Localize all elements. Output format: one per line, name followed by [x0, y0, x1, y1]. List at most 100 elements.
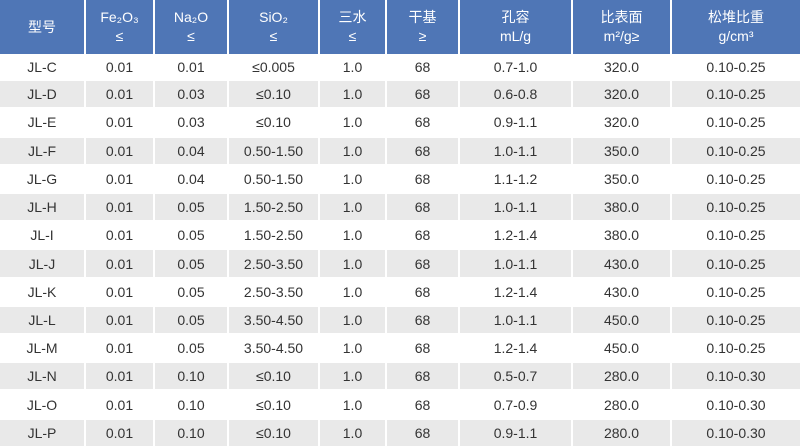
column-unit: ≤: [187, 28, 195, 44]
cell-dry-basis: 68: [385, 276, 458, 305]
cell-surface-area: 350.0: [571, 135, 670, 164]
cell-fe2o3: 0.01: [84, 304, 153, 334]
cell-na2o: 0.04: [153, 135, 227, 164]
cell-na2o: 0.05: [153, 276, 227, 305]
cell-dry-basis: 68: [385, 135, 458, 164]
cell-trihydrate: 1.0: [318, 333, 385, 362]
cell-bulk-density: 0.10-0.25: [670, 248, 800, 277]
cell-sio2: 0.50-1.50: [227, 163, 318, 192]
cell-pore-volume: 0.6-0.8: [458, 79, 571, 108]
cell-trihydrate: 1.0: [318, 191, 385, 221]
table-row: JL-F 0.01 0.04 0.50-1.50 1.0 68 1.0-1.1 350.0 0.…: [0, 135, 800, 164]
cell-bulk-density: 0.10-0.25: [670, 79, 800, 108]
cell-na2o: 0.10: [153, 389, 227, 418]
cell-sio2: 1.50-2.50: [227, 220, 318, 249]
table-row: JL-L 0.01 0.05 3.50-4.50 1.0 68 1.0-1.1 450.0 0.…: [0, 304, 800, 334]
column-title: Fe₂O₃: [100, 9, 139, 26]
column-title: 松堆比重: [708, 9, 764, 26]
cell-trihydrate: 1.0: [318, 304, 385, 334]
cell-sio2: 2.50-3.50: [227, 276, 318, 305]
cell-dry-basis: 68: [385, 220, 458, 249]
cell-surface-area: 280.0: [571, 417, 670, 446]
column-unit: ≤: [115, 28, 124, 44]
cell-fe2o3: 0.01: [84, 389, 153, 418]
cell-model: JL-D: [0, 79, 84, 108]
column-title: 三水: [338, 9, 367, 26]
header-row: 型号 Fe₂O₃ ≤ Na₂O ≤ SiO₂ ≤ 三水 ≤ 干基 ≥ 孔容 mL/g 比表面 m²/g≥ 松堆…: [0, 0, 800, 54]
cell-fe2o3: 0.01: [84, 220, 153, 249]
cell-dry-basis: 68: [385, 54, 458, 80]
cell-trihydrate: 1.0: [318, 276, 385, 305]
cell-dry-basis: 68: [385, 79, 458, 108]
cell-bulk-density: 0.10-0.25: [670, 54, 800, 80]
table-row: JL-J 0.01 0.05 2.50-3.50 1.0 68 1.0-1.1 430.0 0.…: [0, 248, 800, 277]
cell-na2o: 0.05: [153, 220, 227, 249]
column-unit: ≥: [418, 28, 427, 44]
cell-bulk-density: 0.10-0.25: [670, 191, 800, 221]
column-header-trihydrate: 三水 ≤: [318, 0, 385, 54]
cell-fe2o3: 0.01: [84, 54, 153, 80]
cell-dry-basis: 68: [385, 248, 458, 277]
cell-bulk-density: 0.10-0.25: [670, 135, 800, 164]
cell-pore-volume: 0.7-0.9: [458, 389, 571, 418]
cell-bulk-density: 0.10-0.25: [670, 107, 800, 136]
cell-bulk-density: 0.10-0.30: [670, 389, 800, 418]
cell-pore-volume: 1.0-1.1: [458, 191, 571, 221]
cell-surface-area: 450.0: [571, 304, 670, 334]
cell-pore-volume: 1.2-1.4: [458, 276, 571, 305]
cell-dry-basis: 68: [385, 361, 458, 390]
column-title: SiO₂: [259, 9, 288, 26]
cell-surface-area: 380.0: [571, 191, 670, 221]
cell-surface-area: 320.0: [571, 107, 670, 136]
spec-table-header: 型号 Fe₂O₃ ≤ Na₂O ≤ SiO₂ ≤ 三水 ≤ 干基 ≥ 孔容 mL/g 比表面 m²/g≥ 松堆…: [0, 0, 800, 54]
cell-dry-basis: 68: [385, 191, 458, 221]
cell-fe2o3: 0.01: [84, 107, 153, 136]
cell-surface-area: 280.0: [571, 389, 670, 418]
cell-model: JL-H: [0, 191, 84, 221]
column-header-fe2o3: Fe₂O₃ ≤: [84, 0, 153, 54]
cell-fe2o3: 0.01: [84, 417, 153, 446]
cell-sio2: ≤0.10: [227, 79, 318, 108]
cell-sio2: 2.50-3.50: [227, 248, 318, 277]
column-title: Na₂O: [173, 9, 209, 26]
cell-na2o: 0.01: [153, 54, 227, 80]
cell-surface-area: 350.0: [571, 163, 670, 192]
cell-sio2: 0.50-1.50: [227, 135, 318, 164]
cell-model: JL-I: [0, 220, 84, 249]
cell-fe2o3: 0.01: [84, 79, 153, 108]
cell-dry-basis: 68: [385, 304, 458, 334]
column-unit: g/cm³: [718, 28, 754, 44]
column-unit: m²/g≥: [603, 28, 640, 44]
table-row: JL-K 0.01 0.05 2.50-3.50 1.0 68 1.2-1.4 430.0 0.…: [0, 276, 800, 305]
cell-trihydrate: 1.0: [318, 135, 385, 164]
cell-sio2: 3.50-4.50: [227, 304, 318, 334]
table-row: JL-O 0.01 0.10 ≤0.10 1.0 68 0.7-0.9 280.0 0.10-0…: [0, 389, 800, 418]
cell-sio2: ≤0.10: [227, 107, 318, 136]
cell-model: JL-E: [0, 107, 84, 136]
column-unit: ≤: [348, 28, 357, 44]
cell-bulk-density: 0.10-0.25: [670, 304, 800, 334]
cell-surface-area: 320.0: [571, 54, 670, 80]
table-row: JL-E 0.01 0.03 ≤0.10 1.0 68 0.9-1.1 320.0 0.10-0…: [0, 107, 800, 136]
cell-pore-volume: 0.5-0.7: [458, 361, 571, 390]
column-unit: ≤: [269, 28, 278, 44]
cell-na2o: 0.03: [153, 107, 227, 136]
cell-trihydrate: 1.0: [318, 389, 385, 418]
cell-dry-basis: 68: [385, 417, 458, 446]
column-header-sio2: SiO₂ ≤: [227, 0, 318, 54]
column-header-surface-area: 比表面 m²/g≥: [571, 0, 670, 54]
cell-pore-volume: 1.2-1.4: [458, 220, 571, 249]
cell-sio2: 1.50-2.50: [227, 191, 318, 221]
cell-pore-volume: 0.7-1.0: [458, 54, 571, 80]
column-header-pore-volume: 孔容 mL/g: [458, 0, 571, 54]
cell-sio2: ≤0.005: [227, 54, 318, 80]
cell-surface-area: 450.0: [571, 333, 670, 362]
column-unit: mL/g: [499, 28, 532, 44]
cell-trihydrate: 1.0: [318, 361, 385, 390]
cell-dry-basis: 68: [385, 107, 458, 136]
table-row: JL-G 0.01 0.04 0.50-1.50 1.0 68 1.1-1.2 350.0 0.…: [0, 163, 800, 192]
column-header-na2o: Na₂O ≤: [153, 0, 227, 54]
cell-model: JL-C: [0, 54, 84, 80]
column-title: 比表面: [600, 9, 643, 26]
cell-trihydrate: 1.0: [318, 163, 385, 192]
